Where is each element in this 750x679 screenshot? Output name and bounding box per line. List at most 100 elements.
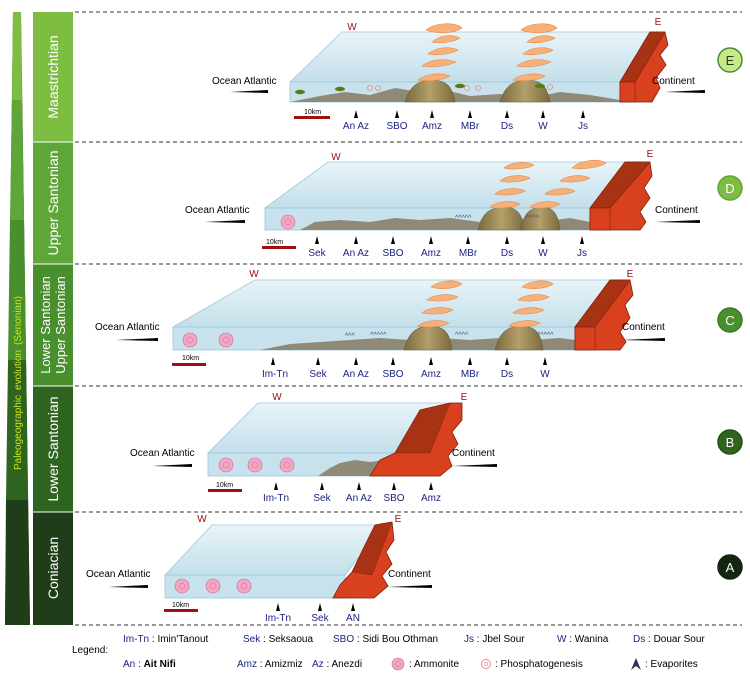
panel-b-localities: Im-Tn Sek An Az SBO Amz xyxy=(263,482,441,504)
locality: Js xyxy=(577,248,587,259)
panel-e-ocean: Ocean Atlantic xyxy=(212,76,276,87)
locality: Im-Tn xyxy=(263,493,289,504)
locality: Im-Tn xyxy=(262,369,288,380)
stage-band-coniacian xyxy=(33,512,73,625)
legend: Legend: Im-Tn : Imin'Tanout Sek : Seksao… xyxy=(72,634,705,671)
locality: Sek xyxy=(313,493,331,504)
panel-d-ocean: Ocean Atlantic xyxy=(185,205,249,216)
panel-b-west: W xyxy=(272,392,282,403)
locality: MBr xyxy=(461,121,480,132)
phosphatogenesis-icon xyxy=(481,659,491,669)
stage-band-maastrichtian xyxy=(33,12,73,142)
legend-item: Im-Tn : Imin'Tanout xyxy=(123,634,209,645)
badge-c-letter: C xyxy=(725,313,734,328)
locality: Amz xyxy=(421,248,441,259)
legend-item: Ds : Douar Sour xyxy=(633,634,705,645)
legend-item: Js : Jbel Sour xyxy=(464,634,525,645)
badge-d xyxy=(717,175,743,201)
panel-d-continent: Continent xyxy=(655,205,698,216)
locality: Im-Tn xyxy=(265,613,291,624)
badge-c xyxy=(717,307,743,333)
badge-a-letter: A xyxy=(726,560,735,575)
panel-e-scalebar xyxy=(294,116,330,119)
stage-column: Maastrichtian Upper Santonian Lower Sant… xyxy=(33,12,73,625)
panel-a-scalebar xyxy=(164,609,198,612)
stage-name-lower-santonian: Lower Santonian xyxy=(45,396,61,501)
locality: An Az xyxy=(343,248,369,259)
badge-e-letter: E xyxy=(726,53,735,68)
panel-d-scalebar xyxy=(262,246,296,249)
panel-a-ocean: Ocean Atlantic xyxy=(86,569,150,580)
legend-item: SBO : Sidi Bou Othman xyxy=(333,634,438,645)
stage-name-upper-santonian: Upper Santonian xyxy=(45,150,61,255)
badge-b xyxy=(717,429,743,455)
panel-a-east: E xyxy=(395,514,402,525)
panel-d-east: E xyxy=(647,149,654,160)
badge-e xyxy=(717,47,743,73)
locality: An Az xyxy=(343,369,369,380)
panel-c-west: W xyxy=(249,269,259,280)
panel-c-continent: Continent xyxy=(622,322,665,333)
svg-text:^^^^: ^^^^ xyxy=(455,332,469,339)
locality: W xyxy=(538,248,548,259)
panel-c-ocean: Ocean Atlantic xyxy=(95,322,159,333)
panel-a-continent: Continent xyxy=(388,569,431,580)
svg-text:^^^^^: ^^^^^ xyxy=(537,332,554,339)
panel-e-continent: Continent xyxy=(652,76,695,87)
panel-e: W E Ocean Atlantic Continent 10km An Az … xyxy=(212,17,743,132)
panel-b-scalebar xyxy=(208,489,242,492)
panel-d-west: W xyxy=(331,152,341,163)
locality: An Az xyxy=(343,121,369,132)
stage-band-lower-santonian xyxy=(33,386,73,512)
panel-c-east: E xyxy=(627,269,634,280)
evaporite-icon xyxy=(631,658,641,670)
locality: SBO xyxy=(382,248,403,259)
svg-text:^^^^^: ^^^^^ xyxy=(370,332,387,339)
legend-item: Amz : Amizmiz xyxy=(237,659,303,670)
locality: Sek xyxy=(311,613,329,624)
locality: Ds xyxy=(501,369,513,380)
panel-e-scale: 10km xyxy=(304,109,321,116)
locality: Js xyxy=(578,121,588,132)
locality: Sek xyxy=(308,248,326,259)
panel-b-continent: Continent xyxy=(452,448,495,459)
panel-e-west: W xyxy=(347,22,357,33)
stage-band-lower-upper-santonian xyxy=(33,264,73,386)
legend-title: Legend: xyxy=(72,645,108,656)
stage-name-coniacian: Coniacian xyxy=(45,537,61,599)
panel-e-east: E xyxy=(655,17,662,28)
locality: W xyxy=(538,121,548,132)
locality: MBr xyxy=(459,248,478,259)
panel-c-localities: Im-Tn Sek An Az SBO Amz MBr Ds W xyxy=(262,357,550,380)
legend-item: An : Ait Nifi xyxy=(123,659,176,670)
panel-a: W E Ocean Atlantic Continent 10km Im-Tn … xyxy=(86,514,743,624)
panel-b: W E Ocean Atlantic Continent 10km Im-Tn … xyxy=(130,392,743,504)
legend-evaporites: : Evaporites xyxy=(645,659,698,670)
badge-b-letter: B xyxy=(726,435,735,450)
svg-text:^^^: ^^^ xyxy=(345,333,356,340)
svg-text:^^^^: ^^^^ xyxy=(526,215,540,222)
panel-b-scale: 10km xyxy=(216,482,233,489)
stage-name-maastrichtian: Maastrichtian xyxy=(45,35,61,118)
panel-b-ocean: Ocean Atlantic xyxy=(130,448,194,459)
badge-a xyxy=(717,554,743,580)
stage-name-lower-santonian-c: Lower Santonian xyxy=(38,276,53,374)
panel-separators xyxy=(75,11,742,626)
panel-b-east: E xyxy=(461,392,468,403)
locality: SBO xyxy=(383,493,404,504)
badge-d-letter: D xyxy=(725,181,734,196)
stage-name-upper-santonian-c: Upper Santonian xyxy=(53,276,68,374)
legend-item: W : Wanina xyxy=(557,634,609,645)
panel-a-west: W xyxy=(197,514,207,525)
panel-c: ^^^ ^^^^^ ^^^^ ^^^^^ W E Ocean Atlantic … xyxy=(95,269,743,380)
locality: Amz xyxy=(421,493,441,504)
locality: W xyxy=(540,369,550,380)
locality: SBO xyxy=(386,121,407,132)
panel-a-scale: 10km xyxy=(172,602,189,609)
legend-item: Az : Anezdi xyxy=(312,659,362,670)
locality: Amz xyxy=(422,121,442,132)
panel-c-scalebar xyxy=(172,363,206,366)
ammonite-icon xyxy=(391,657,405,671)
locality: AN xyxy=(346,613,360,624)
